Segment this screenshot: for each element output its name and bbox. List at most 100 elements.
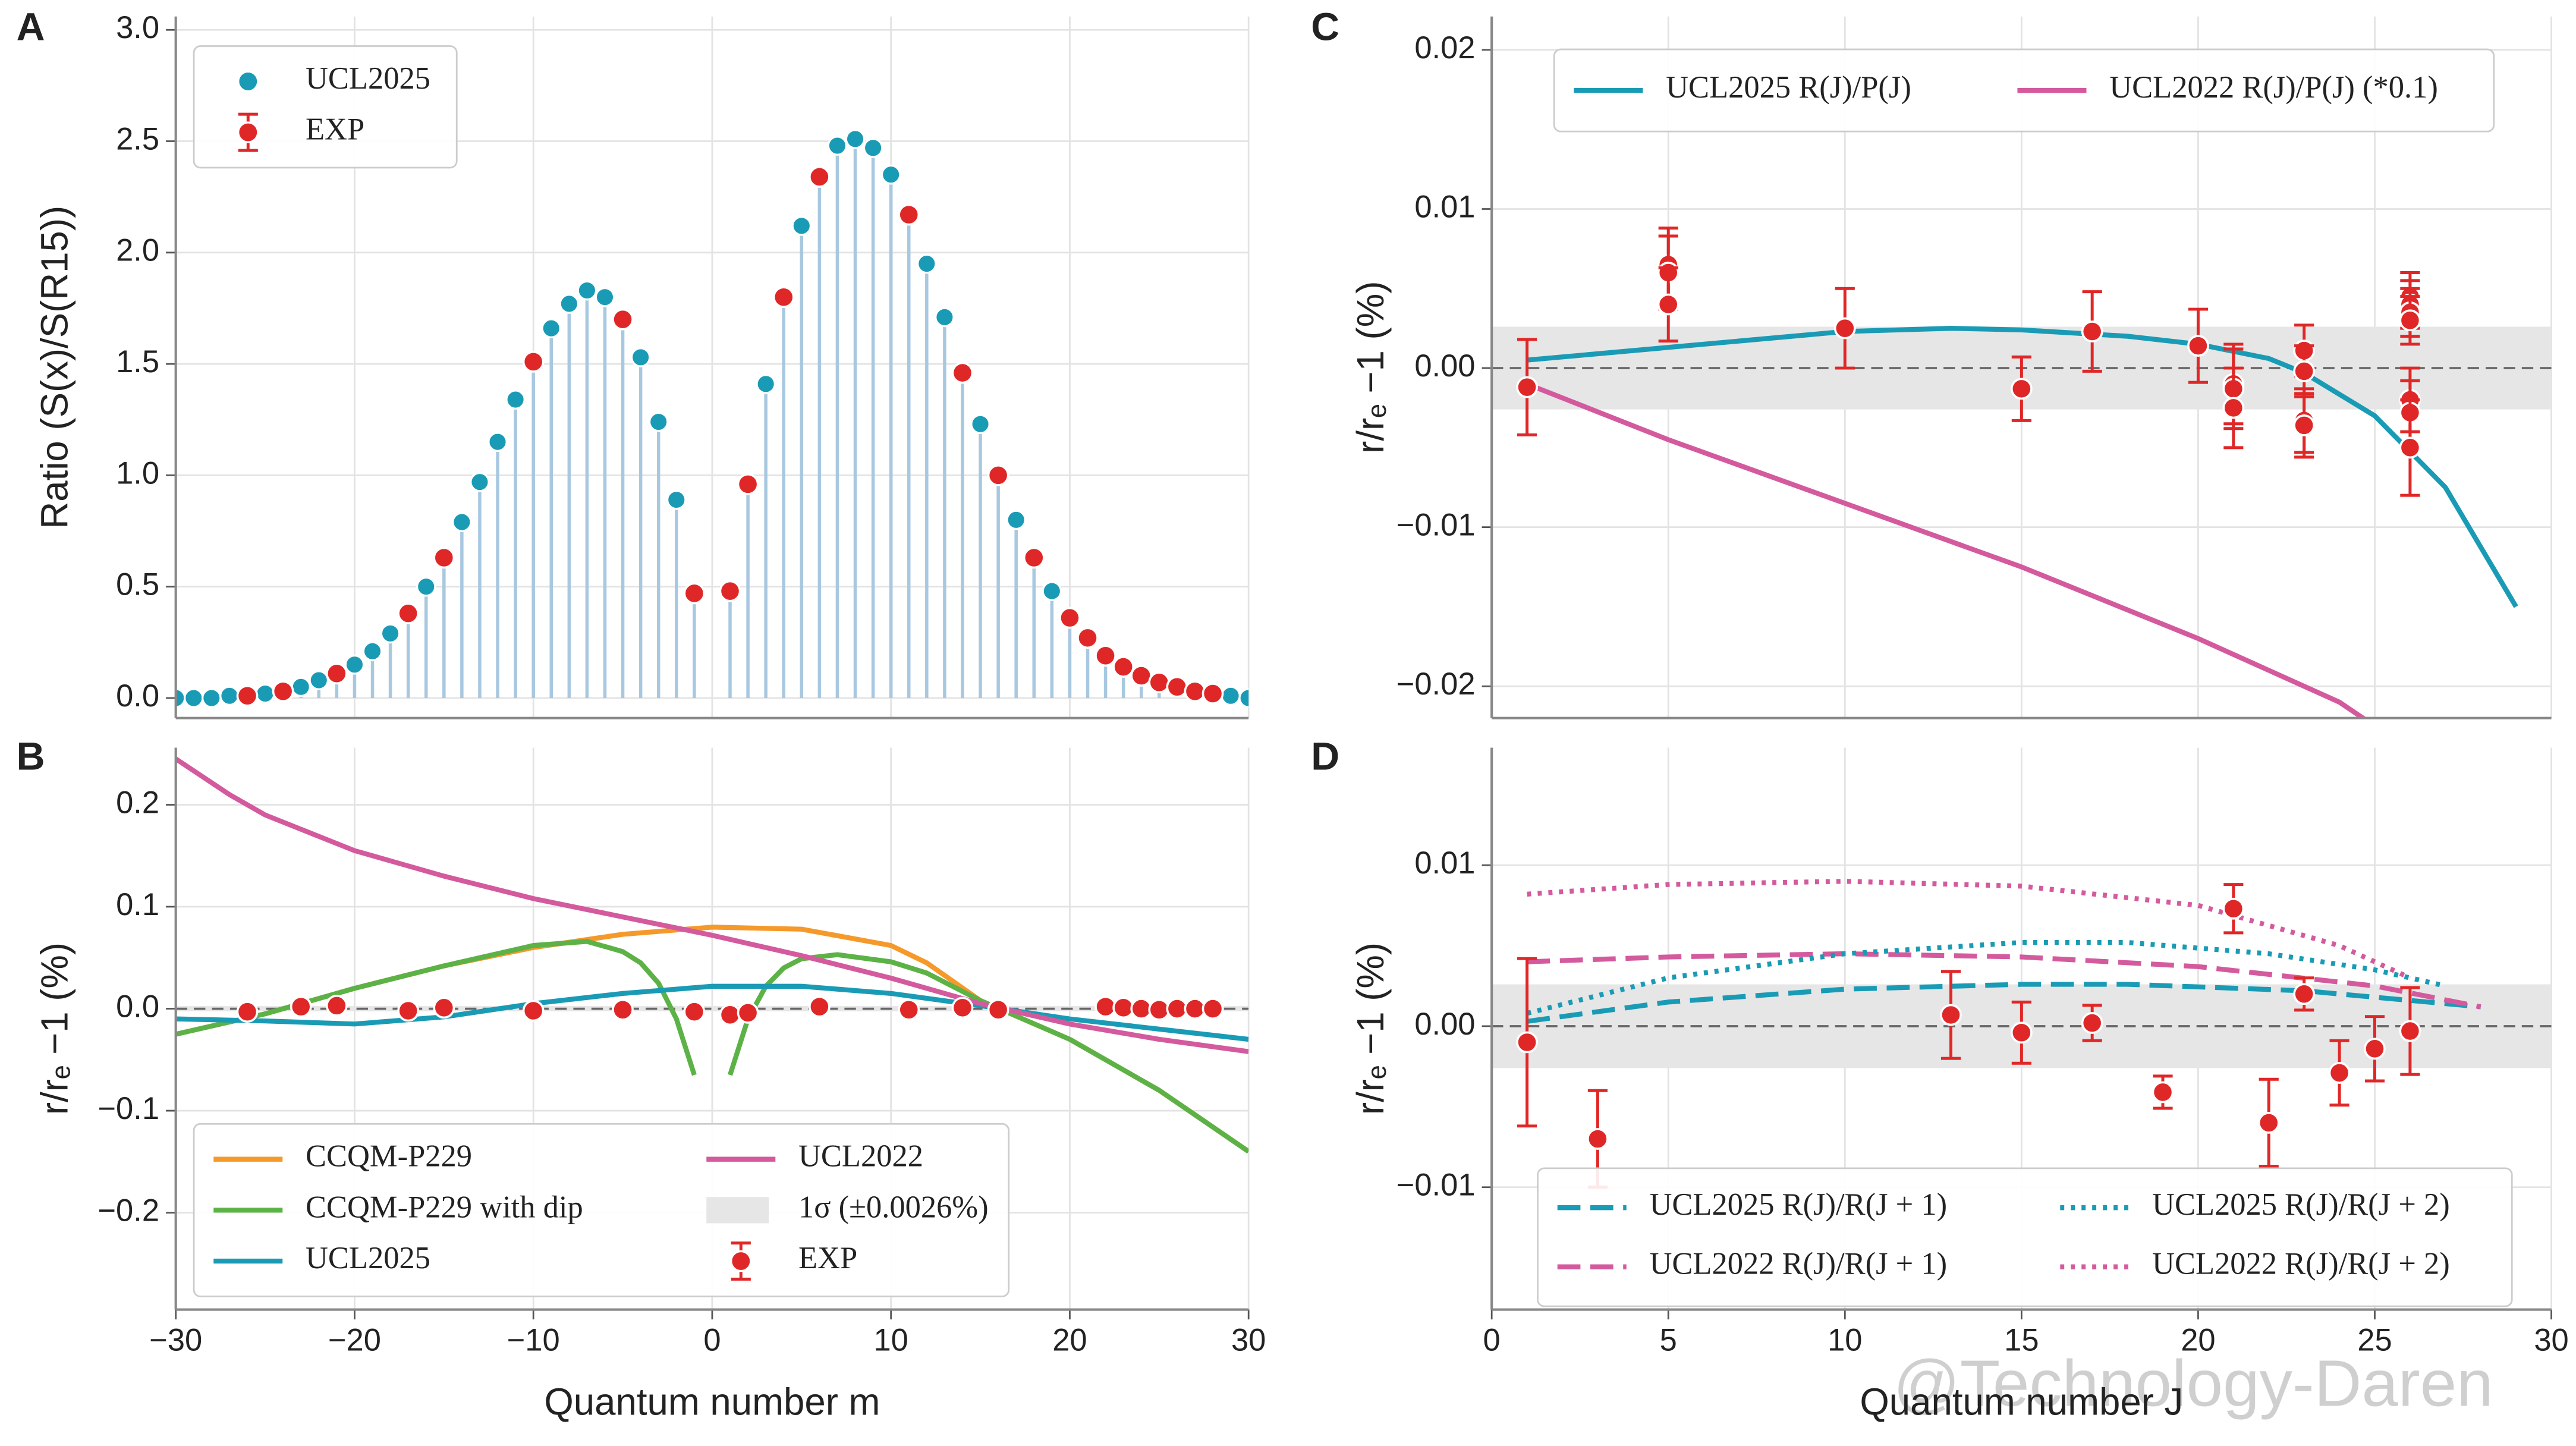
panel: A Ratio (S(x)/S(R15)) 0.0 0.5 1.0 1.5 2.0 2.5 3.… (17, 5, 1250, 719)
point (183, 688, 204, 708)
point (380, 623, 401, 644)
point (2222, 897, 2245, 920)
panel-letter: A (17, 5, 45, 49)
x-tick-label: −10 (507, 1323, 560, 1358)
point (2364, 1038, 2386, 1060)
point (1587, 1128, 1609, 1150)
y-tick-label: 0.01 (1414, 189, 1475, 224)
panel-letter: B (17, 734, 45, 778)
line (1526, 381, 2368, 718)
point (309, 670, 329, 690)
point (898, 998, 920, 1021)
point (683, 582, 706, 605)
plot-area (175, 756, 1249, 1154)
point (2081, 1012, 2103, 1034)
plot-area (1492, 879, 2552, 1189)
legend-label: UCL2022 R(J)/R(J + 1) (1649, 1247, 1947, 1281)
x-tick-label: 20 (2181, 1323, 2215, 1358)
plot-area (1492, 227, 2552, 718)
y-tick-label: 0.0 (116, 989, 159, 1024)
point (2081, 320, 2103, 342)
point (1094, 995, 1116, 1018)
point (2187, 335, 2209, 357)
y-tick-label: 0.00 (1414, 1007, 1475, 1042)
legend-label: EXP (798, 1241, 857, 1275)
y-tick-label: 2.0 (116, 233, 159, 268)
point (433, 997, 455, 1019)
panel-letter: D (1311, 734, 1339, 778)
y-axis-label: Ratio (S(x)/S(R15)) (34, 206, 76, 529)
line (1527, 326, 2518, 608)
point (1657, 293, 1679, 316)
point (2293, 414, 2316, 436)
legend-label: 1σ (±0.0026%) (798, 1190, 989, 1224)
point (1166, 998, 1188, 1020)
legend-frame (1537, 1167, 2513, 1307)
point (2010, 378, 2033, 400)
point (1516, 1031, 1538, 1054)
legend-label: CCQM-P229 with dip (306, 1190, 583, 1224)
point (935, 307, 955, 328)
point (219, 686, 240, 706)
point (577, 280, 597, 301)
y-tick-label: −0.01 (1396, 1168, 1476, 1203)
y-tick-label: −0.01 (1396, 508, 1476, 543)
legend-label: UCL2022 (798, 1139, 923, 1174)
y-tick-label: 1.5 (116, 344, 159, 379)
watermark: @Technology-Daren (1894, 1347, 2493, 1420)
point (630, 347, 651, 367)
legend: UCL2025 EXP (193, 45, 458, 169)
point (809, 166, 831, 188)
x-axis-label: Quantum number m (544, 1381, 880, 1423)
y-tick-label: 0.5 (116, 567, 159, 602)
point (987, 464, 1009, 486)
x-tick-label: 10 (1828, 1323, 1862, 1358)
sigma-band (175, 1006, 1249, 1012)
point (1516, 376, 1538, 398)
point (362, 641, 383, 662)
y-tick-label: 0.2 (116, 785, 159, 820)
point (1006, 510, 1027, 530)
point (951, 362, 974, 384)
point (737, 473, 759, 495)
point (719, 1004, 741, 1026)
x-tick-label: 10 (873, 1323, 908, 1358)
y-tick-label: −0.02 (1396, 667, 1476, 702)
y-tick-label: 3.0 (116, 10, 159, 45)
point (683, 1001, 706, 1023)
y-axis-label: r/rₑ −1 (%) (34, 942, 76, 1115)
legend-label: UCL2025 (306, 1241, 430, 1275)
point (433, 546, 455, 569)
point (2293, 983, 2316, 1005)
panel: Dr/rₑ −1 (%) Quantum number J 0 5 10 15 20 25 30… (1311, 734, 2569, 1423)
point (416, 576, 436, 597)
point (809, 995, 831, 1018)
point (2328, 1062, 2351, 1084)
y-tick-label: 0.0 (116, 678, 159, 713)
legend-label: UCL2022 R(J)/R(J + 2) (2152, 1247, 2450, 1281)
point (1042, 581, 1062, 602)
x-tick-label: −30 (149, 1323, 202, 1358)
point (1094, 645, 1116, 667)
line (175, 939, 1249, 1154)
point (970, 414, 990, 435)
point (272, 680, 294, 703)
legend: UCL2025 R(J)/R(J + 1) UCL2022 R(J)/R(J + … (1537, 1167, 2513, 1307)
y-tick-label: 0.00 (1414, 348, 1475, 383)
point (880, 164, 901, 185)
point (201, 688, 222, 708)
point (1940, 1004, 1962, 1026)
x-tick-label: 15 (2004, 1323, 2039, 1358)
legend-label: CCQM-P229 (306, 1139, 472, 1174)
panel-letter: C (1311, 5, 1339, 49)
panel: Cr/rₑ −1 (%) −0.02 −0.01 0.00 0.01 0.02 UCL202… (1311, 5, 2552, 719)
point (1023, 546, 1045, 569)
legend-label: UCL2025 R(J)/R(J + 1) (1649, 1187, 1947, 1222)
point (397, 999, 420, 1022)
point (1201, 683, 1224, 705)
point (1112, 997, 1135, 1019)
y-tick-label: 1.0 (116, 455, 159, 491)
point (1184, 998, 1206, 1020)
point (1221, 686, 1241, 706)
